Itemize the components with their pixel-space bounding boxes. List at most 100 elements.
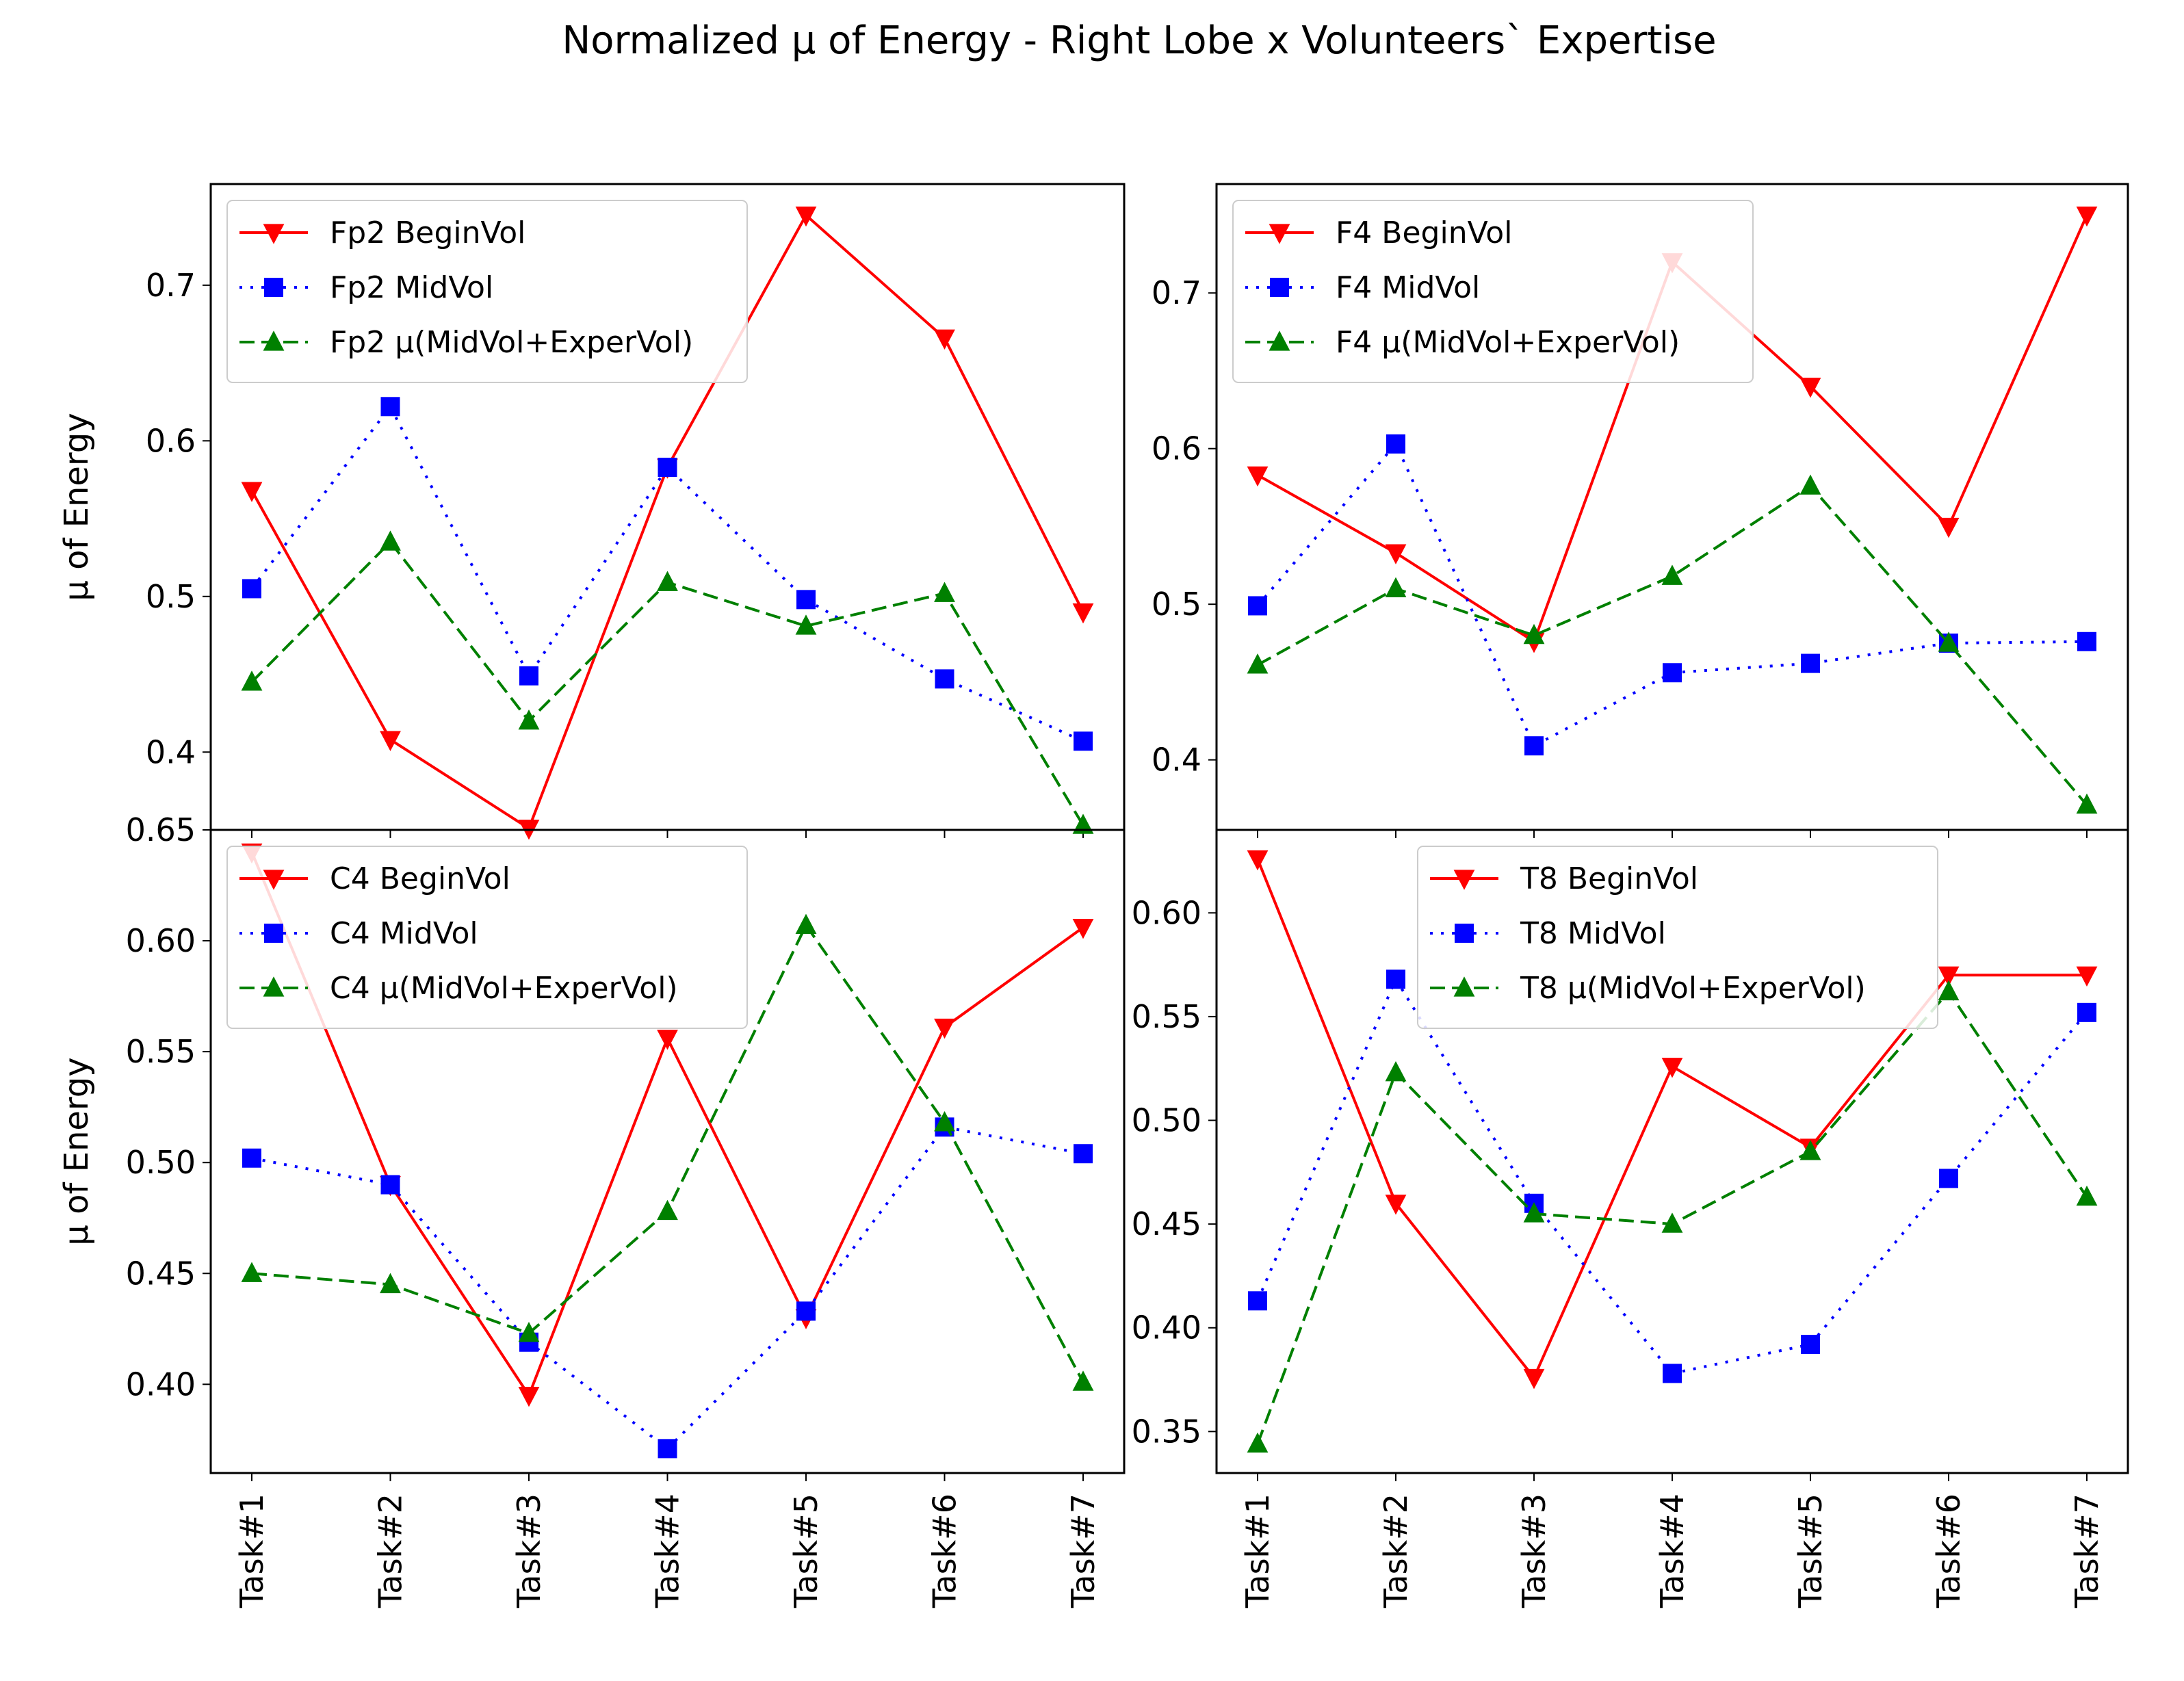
data-point [519,666,538,686]
data-point [241,1262,263,1282]
x-tick-label: Task#5 [788,1494,824,1608]
data-point [1072,919,1094,939]
data-point [795,206,817,227]
chart-panel-bottom-right: 0.35 0.40 0.45 0.50 0.55 0.60 Task#1 Task#2 Task… [1132,829,2129,1608]
data-point [2076,1185,2098,1206]
data-point [2077,631,2096,651]
data-point [795,614,817,635]
legend-label: Fp2 μ(MidVol+ExperVol) [330,325,693,360]
y-tick-label: 0.4 [146,733,196,770]
axes-frame [1215,829,2129,1474]
data-point [1247,653,1269,674]
data-point [657,1030,678,1050]
data-point [1663,1364,1682,1383]
data-point [1248,596,1267,616]
x-tick-label: Task#1 [1239,1494,1276,1608]
y-axis-label: μ of Energy [57,413,96,601]
y-tick-label: 0.45 [126,1255,196,1292]
x-tick-label: Task#3 [1516,1494,1552,1608]
legend-marker [264,924,283,943]
x-tick-label: Task#1 [233,1494,270,1608]
data-point [934,1111,955,1132]
legend-label: Fp2 BeginVol [330,216,525,250]
y-tick-label: 0.60 [1132,894,1201,931]
legend-label: T8 MidVol [1520,916,1666,951]
legend-label: C4 μ(MidVol+ExperVol) [330,971,678,1006]
x-tick-label: Task#7 [2068,1494,2105,1608]
data-point [1801,653,1820,673]
data-point [380,397,400,417]
x-tick-label: Task#7 [1065,1494,1102,1608]
data-point [380,1273,401,1294]
data-point [380,530,401,551]
legend-frame [1417,846,1938,1029]
legend-label: C4 BeginVol [330,861,510,896]
y-tick-label: 0.50 [126,1144,196,1181]
data-point [1247,466,1269,487]
data-point [1385,577,1407,598]
legend-marker [1269,224,1290,244]
legend-label: Fp2 MidVol [330,270,493,305]
data-point [1661,1058,1683,1078]
data-point [1938,980,1960,1001]
data-point [1799,1140,1821,1160]
data-point [935,669,954,689]
data-point [2076,206,2098,227]
legend-label: T8 BeginVol [1520,861,1698,896]
legend-frame [1232,200,1754,383]
y-tick-label: 0.45 [1132,1206,1201,1242]
data-point [657,571,678,591]
series-line-2 [251,1125,1084,1450]
legend-label: F4 BeginVol [1336,216,1512,250]
legend: F4 BeginVol F4 MidVol F4 μ(MidVol+ExperVol… [1232,200,1754,383]
data-point [658,457,677,477]
data-point [380,1175,400,1195]
data-point [1523,1202,1545,1223]
data-point [934,329,955,350]
legend-marker [1270,278,1289,297]
legend-marker [263,870,285,890]
y-tick-label: 0.7 [1152,274,1201,311]
axes-frame [209,829,1126,1474]
data-point [1939,1169,1958,1188]
data-point [934,1018,955,1039]
legend: Fp2 BeginVol Fp2 MidVol Fp2 μ(MidVol+Exper… [226,200,748,383]
chart-panel-bottom-left: 0.40 0.45 0.50 0.55 0.60 0.65 Task#1 Task#2 Task… [57,811,1126,1608]
y-tick-label: 0.55 [126,1033,196,1070]
data-point [380,731,401,751]
data-point [242,1148,261,1168]
data-point [1247,1432,1269,1453]
y-tick-label: 0.5 [146,578,196,615]
data-point [1072,1370,1094,1391]
x-tick-label: Task#4 [1654,1494,1691,1608]
data-point [1661,1212,1683,1233]
legend: T8 BeginVol T8 MidVol T8 μ(MidVol+ExperVol… [1417,846,1938,1029]
legend-marker [1453,870,1475,890]
data-point [795,913,817,934]
y-axis-label: μ of Energy [57,1057,96,1245]
data-point [934,582,955,602]
legend-label: T8 μ(MidVol+ExperVol) [1520,971,1866,1006]
legend-frame [226,846,748,1029]
figure-title: Normalized μ of Energy - Right Lobe x Vo… [562,18,1716,63]
legend-marker [1455,924,1474,943]
data-point [1386,969,1405,989]
series-line-2 [1256,976,2088,1375]
data-point [1074,1144,1093,1164]
data-point [241,482,263,502]
data-point [657,1199,678,1221]
legend: C4 BeginVol C4 MidVol C4 μ(MidVol+ExperVol… [226,846,748,1029]
data-point [242,579,261,599]
data-point [1524,736,1544,756]
x-tick-label: Task#5 [1792,1494,1829,1608]
x-tick-label: Task#4 [649,1494,686,1608]
x-tick-label: Task#2 [1377,1494,1414,1608]
legend-marker [263,976,285,997]
y-tick-label: 0.35 [1132,1413,1201,1450]
data-point [1661,564,1683,585]
y-tick-label: 0.7 [146,267,196,304]
legend-marker [1269,330,1290,351]
legend-frame [226,200,748,383]
y-tick-label: 0.55 [1132,998,1201,1035]
data-point [2076,966,2098,987]
